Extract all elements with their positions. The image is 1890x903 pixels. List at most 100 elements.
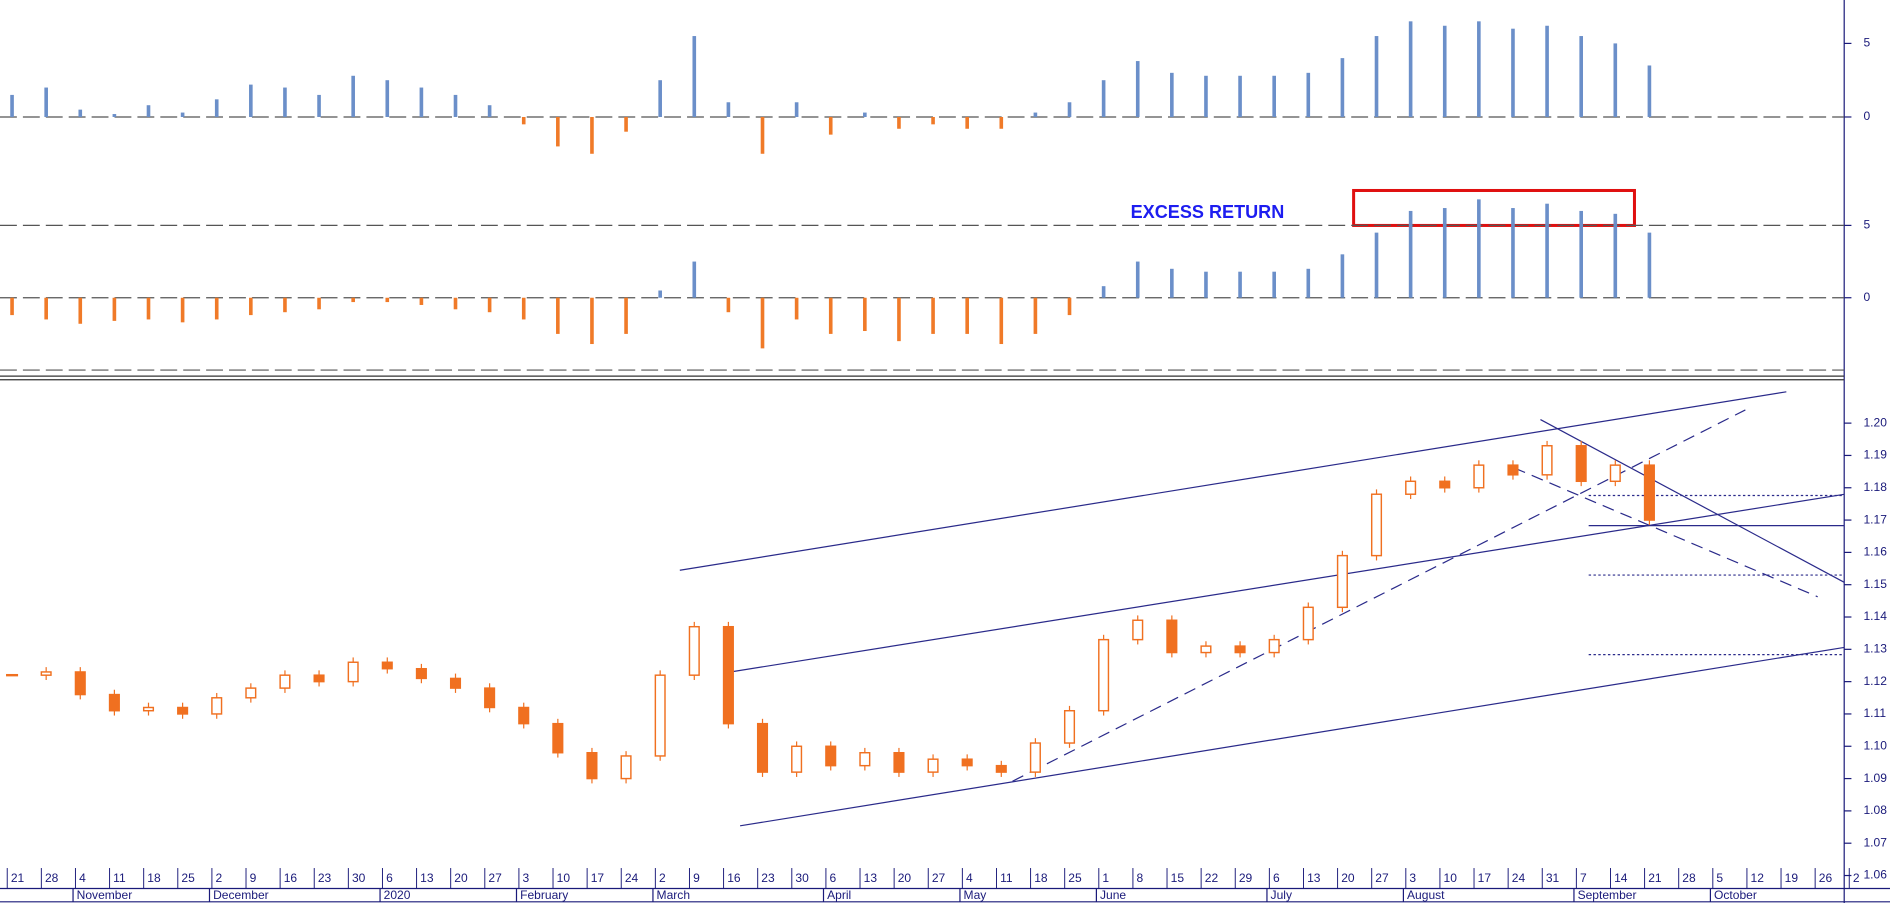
month-label: December bbox=[213, 888, 269, 902]
y-tick-label: 1.10 bbox=[1863, 738, 1887, 752]
month-label: July bbox=[1271, 888, 1292, 902]
x-tick-label: 3 bbox=[1409, 871, 1416, 885]
bar bbox=[146, 105, 151, 117]
bar bbox=[1579, 210, 1583, 298]
bar bbox=[1442, 25, 1447, 117]
bar bbox=[453, 94, 458, 117]
x-tick-label: 14 bbox=[1614, 871, 1628, 885]
candle bbox=[995, 764, 1007, 773]
y-tick-label: 1.19 bbox=[1863, 448, 1887, 462]
bar bbox=[1340, 254, 1345, 298]
candle bbox=[1234, 645, 1246, 654]
bar bbox=[692, 261, 697, 298]
x-tick-label: 12 bbox=[1751, 871, 1765, 885]
trend-line bbox=[1540, 419, 1845, 583]
x-tick-label: 16 bbox=[284, 871, 298, 885]
candle bbox=[1439, 480, 1451, 489]
candle bbox=[1098, 638, 1110, 712]
candle bbox=[279, 674, 291, 689]
candle bbox=[1643, 464, 1655, 521]
bar bbox=[1579, 36, 1583, 117]
y-tick-label: 1.12 bbox=[1863, 674, 1887, 688]
x-tick-label: 28 bbox=[1682, 871, 1696, 885]
x-tick-label: 18 bbox=[147, 871, 161, 885]
bar bbox=[1613, 43, 1618, 117]
bar bbox=[590, 116, 594, 154]
x-tick-label: 25 bbox=[181, 871, 195, 885]
candle bbox=[927, 758, 939, 773]
bar bbox=[1272, 271, 1276, 298]
bar bbox=[78, 297, 83, 324]
x-tick-label: 8 bbox=[1137, 871, 1144, 885]
x-tick-label: 18 bbox=[1034, 871, 1048, 885]
bar bbox=[828, 297, 833, 334]
bar bbox=[453, 297, 458, 310]
bar bbox=[931, 116, 935, 125]
x-tick-label: 24 bbox=[1512, 871, 1526, 885]
bar bbox=[214, 99, 219, 117]
bar bbox=[1511, 28, 1515, 117]
candle bbox=[40, 671, 52, 676]
y-tick-label: 0 bbox=[1863, 109, 1870, 123]
x-tick-label: 25 bbox=[1068, 871, 1082, 885]
x-tick-label: 6 bbox=[830, 871, 837, 885]
x-tick-label: 29 bbox=[1239, 871, 1253, 885]
bar bbox=[897, 297, 901, 342]
candle bbox=[1609, 464, 1621, 483]
x-tick-label: 6 bbox=[386, 871, 393, 885]
y-tick-label: 5 bbox=[1863, 36, 1870, 50]
x-tick-label: 23 bbox=[318, 871, 332, 885]
bar bbox=[590, 297, 594, 345]
bar bbox=[1170, 72, 1174, 117]
bar bbox=[1238, 75, 1242, 117]
bar bbox=[1067, 297, 1072, 316]
x-tick-label: 13 bbox=[420, 871, 434, 885]
bar bbox=[624, 297, 628, 334]
x-tick-label: 19 bbox=[1785, 871, 1799, 885]
bar bbox=[1170, 268, 1174, 298]
bar bbox=[1374, 232, 1379, 298]
candle bbox=[1336, 554, 1348, 609]
candle bbox=[1405, 480, 1417, 495]
bar bbox=[521, 116, 526, 125]
candle bbox=[449, 677, 462, 689]
bar bbox=[419, 297, 424, 305]
candle bbox=[893, 752, 905, 773]
candle bbox=[142, 706, 155, 712]
bar bbox=[1204, 271, 1208, 298]
bar bbox=[556, 116, 560, 147]
candle bbox=[825, 745, 837, 767]
trend-lines bbox=[679, 391, 1845, 827]
month-label: March bbox=[657, 888, 690, 902]
x-tick-label: 30 bbox=[352, 871, 366, 885]
candle bbox=[688, 625, 700, 676]
x-tick-label: 20 bbox=[454, 871, 468, 885]
bar bbox=[487, 105, 492, 117]
x-tick-label: 10 bbox=[557, 871, 571, 885]
x-tick-label: 11 bbox=[113, 871, 126, 885]
x-tick-label: 15 bbox=[1171, 871, 1185, 885]
month-label: April bbox=[827, 888, 851, 902]
bar bbox=[283, 297, 287, 313]
candle bbox=[961, 758, 973, 767]
bar bbox=[44, 297, 48, 320]
annotation: EXCESS RETURN bbox=[1131, 202, 1285, 222]
x-tick-label: 4 bbox=[966, 871, 973, 885]
candle bbox=[1473, 464, 1485, 489]
x-tick-label: 13 bbox=[864, 871, 878, 885]
bar bbox=[1101, 286, 1106, 298]
bar bbox=[1647, 65, 1652, 117]
bar bbox=[1340, 58, 1345, 117]
y-tick-label: 1.08 bbox=[1863, 803, 1887, 817]
y-tick-label: 0 bbox=[1863, 290, 1870, 304]
x-tick-label: 28 bbox=[45, 871, 59, 885]
bar bbox=[794, 297, 799, 320]
y-tick-label: 1.16 bbox=[1863, 545, 1887, 559]
bar bbox=[692, 36, 697, 117]
bar bbox=[658, 80, 662, 117]
bar bbox=[965, 297, 969, 334]
candle bbox=[211, 697, 223, 715]
candle bbox=[1029, 742, 1041, 773]
